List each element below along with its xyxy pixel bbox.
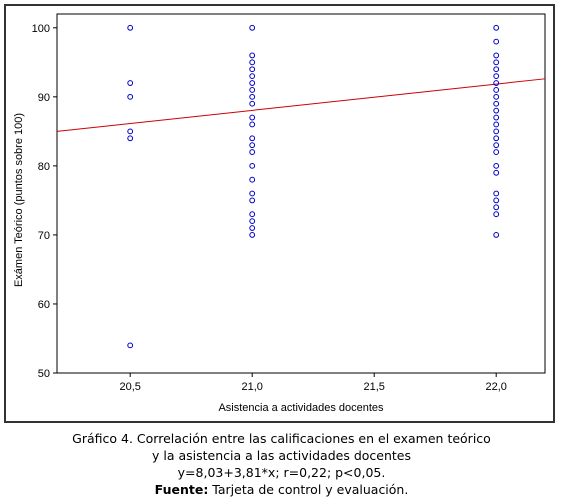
source-text: Tarjeta de control y evaluación. xyxy=(208,482,409,497)
data-point xyxy=(249,66,256,73)
data-point xyxy=(493,211,500,218)
data-point xyxy=(249,93,256,100)
regression-line-group xyxy=(56,78,546,132)
data-point xyxy=(249,80,256,86)
data-point xyxy=(249,121,256,128)
data-point xyxy=(493,100,500,107)
x-tick-label: 22,0 xyxy=(485,381,506,393)
data-point xyxy=(493,80,500,86)
data-points xyxy=(127,24,500,349)
data-point xyxy=(493,128,500,135)
x-tick-label: 21,5 xyxy=(363,381,384,393)
data-point xyxy=(493,107,500,114)
regression-line xyxy=(56,78,546,132)
y-tick-label: 90 xyxy=(38,92,50,104)
y-tick-label: 60 xyxy=(38,299,50,311)
caption-line-1: Gráfico 4. Correlación entre las calific… xyxy=(72,431,491,446)
data-point xyxy=(493,87,500,93)
y-tick-label: 100 xyxy=(32,23,50,35)
caption-line-3: y=8,03+3,81*x; r=0,22; p<0,05. xyxy=(177,465,386,480)
data-point xyxy=(249,149,256,155)
data-point xyxy=(493,59,500,66)
x-tick-label: 21,0 xyxy=(241,381,262,393)
data-point xyxy=(493,169,500,176)
y-tick-label: 70 xyxy=(38,230,50,242)
data-point xyxy=(249,190,256,197)
data-point xyxy=(493,204,500,211)
data-point xyxy=(493,142,500,149)
data-point xyxy=(249,100,256,107)
data-point xyxy=(249,197,256,204)
figure-frame xyxy=(4,4,555,423)
y-tick-label: 80 xyxy=(38,161,50,173)
caption-source: Fuente: Tarjeta de control y evaluación. xyxy=(0,481,563,498)
data-point xyxy=(249,211,256,218)
x-tick-label: 20,5 xyxy=(119,381,140,393)
data-point xyxy=(249,225,256,231)
data-point xyxy=(249,162,256,169)
y-axis: 50 60 70 80 90 100 xyxy=(32,23,57,380)
data-point xyxy=(493,149,500,155)
data-point xyxy=(493,121,500,128)
data-point xyxy=(493,190,500,197)
data-point xyxy=(493,114,500,121)
data-point xyxy=(249,114,256,121)
data-point xyxy=(493,93,500,100)
data-point xyxy=(493,197,500,204)
x-axis-label: Asistencia a actividades docentes xyxy=(218,402,384,414)
source-label: Fuente: xyxy=(154,482,209,497)
data-point xyxy=(249,59,256,66)
data-point xyxy=(249,142,256,149)
data-point xyxy=(249,24,256,31)
scatter-plot: 50 60 70 80 90 100 20,5 21,0 21,5 22,0 Asistenci… xyxy=(13,13,546,414)
data-point xyxy=(249,52,256,59)
data-point xyxy=(493,24,500,31)
data-point xyxy=(249,218,256,225)
data-point xyxy=(493,52,500,59)
data-point xyxy=(493,66,500,73)
data-point xyxy=(127,135,134,142)
data-point xyxy=(493,73,500,80)
data-point xyxy=(493,232,500,238)
data-point xyxy=(249,73,256,80)
data-point xyxy=(249,232,256,238)
figure-caption: Gráfico 4. Correlación entre las calific… xyxy=(0,430,563,498)
plot-area xyxy=(56,13,546,374)
data-point xyxy=(127,80,134,86)
data-point xyxy=(127,342,134,349)
data-point xyxy=(249,176,256,183)
x-axis: 20,5 21,0 21,5 22,0 xyxy=(119,373,507,393)
data-point xyxy=(493,38,500,45)
y-axis-label: Exámen Teórico (puntos sobre 100) xyxy=(13,113,25,287)
data-point xyxy=(249,87,256,93)
data-point xyxy=(127,24,134,31)
data-point xyxy=(127,128,134,135)
data-point xyxy=(493,135,500,142)
caption-line-2: y la asistencia a las actividades docent… xyxy=(151,448,412,463)
data-point xyxy=(493,162,500,169)
data-point xyxy=(127,93,134,100)
data-point xyxy=(249,135,256,142)
y-tick-label: 50 xyxy=(38,368,50,380)
